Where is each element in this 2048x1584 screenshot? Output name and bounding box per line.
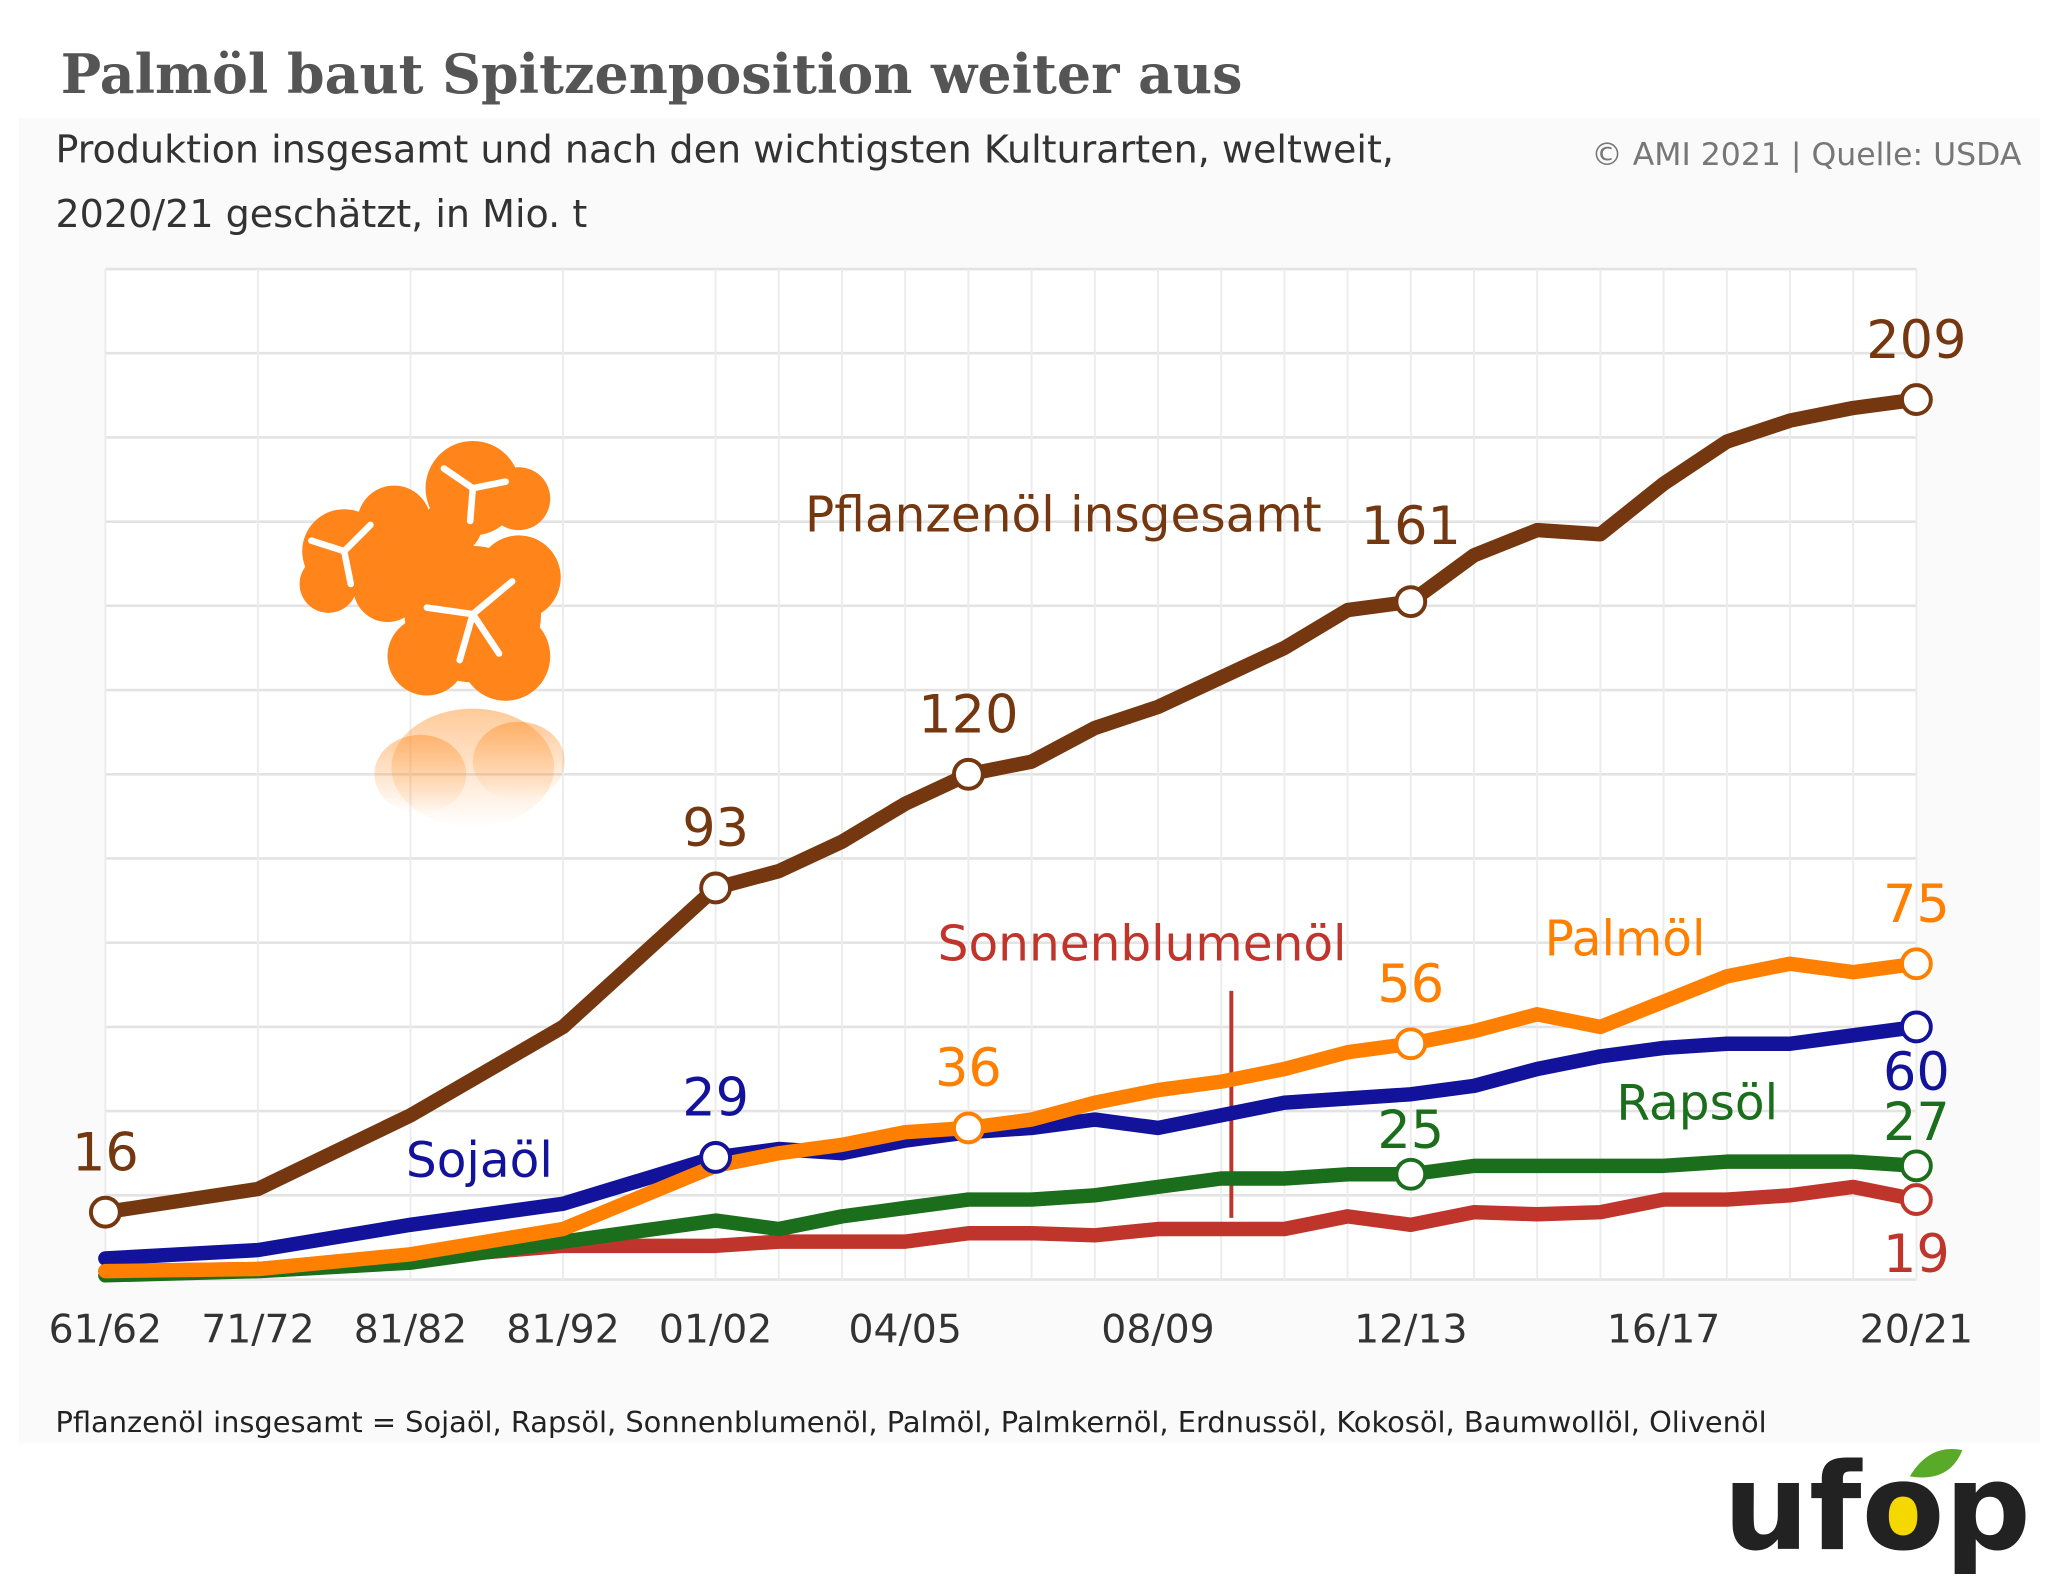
data-label: 36 xyxy=(935,1038,1002,1099)
point-marker xyxy=(699,1141,733,1174)
point-marker xyxy=(1899,383,1933,416)
grid xyxy=(104,267,1918,1281)
point-marker xyxy=(1899,947,1933,981)
subtitle: Produktion insgesamt und nach den wichti… xyxy=(55,128,1394,172)
point-marker xyxy=(1394,1027,1428,1061)
x-tick-label: 08/09 xyxy=(1101,1307,1214,1353)
data-label: 161 xyxy=(1361,496,1461,557)
chart-title: Palmöl baut Spitzenposition weiter aus xyxy=(61,42,1243,106)
x-tick-label: 01/02 xyxy=(659,1307,772,1353)
data-label: 56 xyxy=(1377,954,1444,1015)
point-marker xyxy=(1394,585,1428,619)
logo: ufop xyxy=(1723,1438,2031,1578)
x-tick-label: 20/21 xyxy=(1860,1307,1973,1353)
series-name: Pflanzenöl insgesamt xyxy=(805,487,1322,543)
data-label: 93 xyxy=(682,798,749,859)
x-tick-label: 12/13 xyxy=(1354,1307,1467,1353)
x-tick-label: 61/62 xyxy=(49,1307,162,1353)
data-label: 120 xyxy=(918,684,1018,745)
point-marker xyxy=(951,1111,985,1145)
series-name: Sojaöl xyxy=(406,1133,553,1189)
point-marker xyxy=(1394,1157,1428,1191)
series-line xyxy=(98,1154,1924,1283)
point-marker xyxy=(1899,1010,1933,1044)
series-name: Sonnenblumenöl xyxy=(938,917,1347,973)
data-label: 27 xyxy=(1883,1092,1950,1153)
point-marker xyxy=(1899,1149,1933,1183)
x-tick-label: 71/72 xyxy=(201,1307,314,1353)
series-name: Palmöl xyxy=(1545,911,1706,967)
point-marker xyxy=(88,1195,122,1229)
source: © AMI 2021 | Quelle: USDA xyxy=(1591,137,2022,173)
subtitle: 2020/21 geschätzt, in Mio. t xyxy=(55,192,587,236)
x-tick-label: 81/92 xyxy=(506,1307,619,1353)
data-label: 75 xyxy=(1883,874,1950,935)
x-tick-label: 16/17 xyxy=(1607,1307,1720,1353)
point-marker xyxy=(951,757,985,791)
data-label: 19 xyxy=(1883,1224,1950,1285)
x-tick-label: 81/82 xyxy=(354,1307,467,1353)
series-line xyxy=(98,1019,1924,1266)
series-line xyxy=(98,392,1924,1220)
data-label: 16 xyxy=(72,1122,139,1183)
x-tick-label: 04/05 xyxy=(848,1307,961,1353)
plot: 61/62 71/72 81/82 81/92 01/02 04/05 08/09 12/13… xyxy=(49,310,1973,1353)
data-label: 29 xyxy=(682,1068,749,1129)
logo-text: ufop xyxy=(1723,1438,2031,1578)
point-marker xyxy=(699,871,733,905)
point-marker xyxy=(1899,1183,1933,1216)
data-label: 60 xyxy=(1883,1042,1950,1103)
series-line xyxy=(98,956,1924,1279)
footnote: Pflanzenöl insgesamt = Sojaöl, Rapsöl, S… xyxy=(55,1405,1766,1439)
series-line xyxy=(98,1179,1924,1279)
data-label: 209 xyxy=(1866,310,1966,371)
data-label: 25 xyxy=(1377,1100,1444,1161)
flower-icon xyxy=(299,440,565,827)
series-name: Rapsöl xyxy=(1616,1075,1778,1131)
